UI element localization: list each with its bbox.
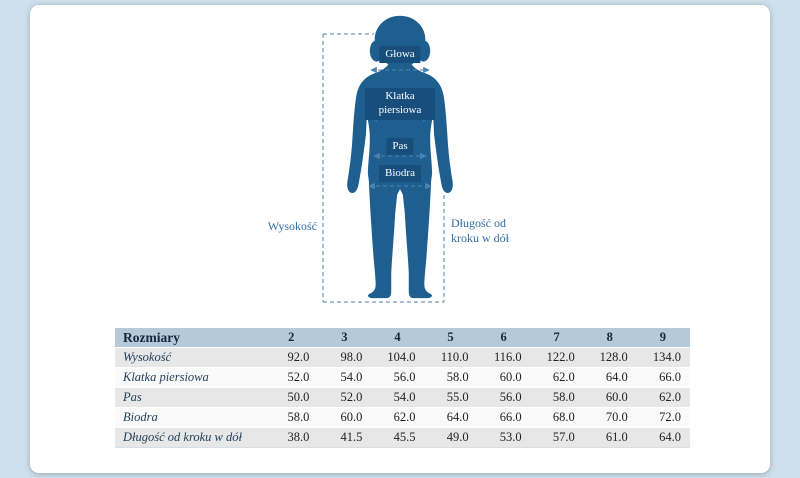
value-cell: 92.0: [265, 348, 319, 368]
size-table: Rozmiary 2 3 4 5 6 7 8 9 Wysokość 92.0 9…: [115, 328, 690, 448]
row-label: Klatka piersiowa: [115, 368, 266, 388]
value-cell: 66.0: [477, 408, 531, 428]
value-cell: 38.0: [265, 428, 319, 448]
row-label: Długość od kroku w dół: [115, 428, 266, 448]
value-cell: 53.0: [477, 428, 531, 448]
value-cell: 72.0: [636, 408, 690, 428]
value-cell: 62.0: [371, 408, 425, 428]
value-cell: 58.0: [265, 408, 319, 428]
table-row: Biodra 58.0 60.0 62.0 64.0 66.0 68.0 70.…: [115, 408, 690, 428]
table-row: Klatka piersiowa 52.0 54.0 56.0 58.0 60.…: [115, 368, 690, 388]
value-cell: 58.0: [424, 368, 478, 388]
size-col-header: 6: [477, 328, 531, 348]
size-chart-card: Głowa Klatka piersiowa Pas Biodra Wysoko…: [30, 5, 770, 473]
value-cell: 62.0: [530, 368, 584, 388]
size-col-header: 2: [265, 328, 319, 348]
row-label: Wysokość: [115, 348, 266, 368]
value-cell: 68.0: [530, 408, 584, 428]
table-header-row: Rozmiary 2 3 4 5 6 7 8 9: [115, 328, 690, 348]
value-cell: 41.5: [318, 428, 372, 448]
value-cell: 104.0: [371, 348, 425, 368]
chest-label: Klatka piersiowa: [365, 88, 435, 120]
row-label: Biodra: [115, 408, 266, 428]
value-cell: 64.0: [636, 428, 690, 448]
value-cell: 66.0: [636, 368, 690, 388]
head-label: Głowa: [379, 46, 421, 64]
value-cell: 64.0: [424, 408, 478, 428]
inseam-label: Długość od kroku w dół: [451, 216, 509, 245]
size-col-header: 4: [371, 328, 425, 348]
value-cell: 98.0: [318, 348, 372, 368]
value-cell: 50.0: [265, 388, 319, 408]
height-label: Wysokość: [267, 219, 317, 233]
value-cell: 60.0: [318, 408, 372, 428]
figure-area: Głowa Klatka piersiowa Pas Biodra Wysoko…: [30, 5, 770, 313]
value-cell: 110.0: [424, 348, 478, 368]
table-title: Rozmiary: [115, 328, 266, 348]
value-cell: 57.0: [530, 428, 584, 448]
hips-label: Biodra: [379, 165, 421, 183]
value-cell: 60.0: [477, 368, 531, 388]
value-cell: 45.5: [371, 428, 425, 448]
value-cell: 52.0: [318, 388, 372, 408]
value-cell: 58.0: [530, 388, 584, 408]
value-cell: 54.0: [318, 368, 372, 388]
table-row: Długość od kroku w dół 38.0 41.5 45.5 49…: [115, 428, 690, 448]
value-cell: 122.0: [530, 348, 584, 368]
value-cell: 116.0: [477, 348, 531, 368]
value-cell: 128.0: [583, 348, 637, 368]
size-col-header: 9: [636, 328, 690, 348]
value-cell: 60.0: [583, 388, 637, 408]
value-cell: 56.0: [371, 368, 425, 388]
value-cell: 54.0: [371, 388, 425, 408]
value-cell: 64.0: [583, 368, 637, 388]
value-cell: 70.0: [583, 408, 637, 428]
value-cell: 56.0: [477, 388, 531, 408]
table-row: Pas 50.0 52.0 54.0 55.0 56.0 58.0 60.0 6…: [115, 388, 690, 408]
value-cell: 52.0: [265, 368, 319, 388]
row-label: Pas: [115, 388, 266, 408]
table-row: Wysokość 92.0 98.0 104.0 110.0 116.0 122…: [115, 348, 690, 368]
size-col-header: 8: [583, 328, 637, 348]
waist-label: Pas: [386, 138, 414, 156]
value-cell: 62.0: [636, 388, 690, 408]
size-col-header: 7: [530, 328, 584, 348]
size-col-header: 3: [318, 328, 372, 348]
value-cell: 49.0: [424, 428, 478, 448]
value-cell: 134.0: [636, 348, 690, 368]
size-col-header: 5: [424, 328, 478, 348]
value-cell: 55.0: [424, 388, 478, 408]
value-cell: 61.0: [583, 428, 637, 448]
